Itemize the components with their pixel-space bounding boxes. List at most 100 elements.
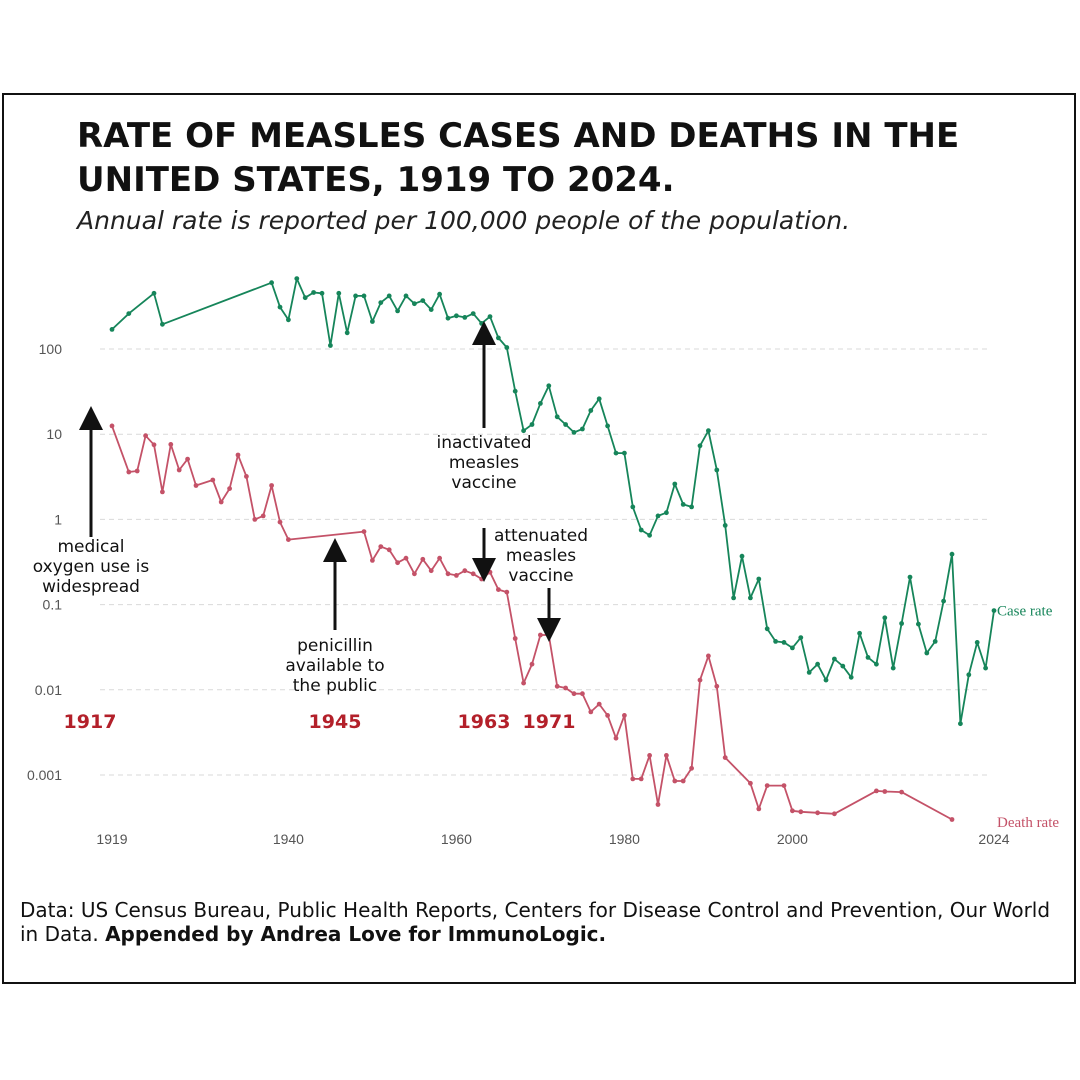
death-rate-point xyxy=(395,560,400,566)
case-rate-point xyxy=(882,615,888,621)
death-rate-point xyxy=(370,558,375,563)
death-rate-point xyxy=(428,568,434,574)
case-rate-point xyxy=(538,401,543,406)
case-rate-point xyxy=(748,595,753,601)
death-rate-point xyxy=(176,467,182,473)
case-rate-point xyxy=(588,408,594,413)
case-rate-point xyxy=(336,290,342,296)
case-rate-point xyxy=(311,290,316,295)
annotation-text: medical oxygen use is widespread xyxy=(33,537,150,597)
case-rate-point xyxy=(966,672,972,678)
case-rate-point xyxy=(916,621,921,627)
x-tick-label: 2000 xyxy=(777,831,808,847)
case-rate-point xyxy=(680,502,686,507)
death-rate-point xyxy=(554,683,560,689)
death-rate-line xyxy=(111,425,953,821)
death-rate-point xyxy=(487,569,493,575)
death-rate-point xyxy=(496,587,501,592)
annotation-arrows xyxy=(79,321,561,642)
y-tick-label: 0.001 xyxy=(27,767,62,783)
death-rate-point xyxy=(504,589,510,595)
case-rate-point xyxy=(428,307,434,312)
death-rate-point xyxy=(218,499,224,505)
y-tick-label: 0.1 xyxy=(43,597,63,613)
case-rate-point xyxy=(151,290,157,296)
y-tick-label: 0.01 xyxy=(35,682,62,698)
case-rate-point xyxy=(613,450,619,456)
death-rate-point xyxy=(420,556,426,562)
case-rate-point xyxy=(504,345,510,350)
case-rate-point xyxy=(529,422,535,427)
case-rate-point xyxy=(672,481,678,487)
case-rate-point xyxy=(445,315,451,321)
case-rate-point xyxy=(126,311,132,316)
death-rate-point xyxy=(193,483,199,488)
case-rate-point xyxy=(907,574,913,580)
death-rate-point xyxy=(622,713,627,718)
death-rate-point xyxy=(412,571,417,577)
death-rate-point xyxy=(462,568,468,574)
case-rate-point xyxy=(580,426,585,432)
case-rate-point xyxy=(991,608,997,613)
case-rate-point xyxy=(344,330,350,336)
annotation-labels: medical oxygen use is widespread 1917 penici… xyxy=(33,433,588,733)
annotation-year-label: 1971 xyxy=(523,711,576,733)
death-rate-point xyxy=(655,802,661,807)
y-tick-label: 100 xyxy=(39,341,63,357)
case-rate-point xyxy=(487,314,493,319)
death-rate-point xyxy=(664,753,669,758)
case-rate-point xyxy=(832,656,837,662)
death-rate-point xyxy=(151,442,157,448)
death-rate-point xyxy=(638,776,644,782)
case-rate-point xyxy=(899,621,904,626)
case-rate-point xyxy=(756,576,762,582)
case-rate-point xyxy=(403,293,409,299)
case-rate-point xyxy=(932,639,938,644)
death-rate-point xyxy=(949,817,955,822)
case-rate-point xyxy=(630,504,636,510)
case-rate-point xyxy=(479,321,484,326)
death-rate-point xyxy=(815,810,820,816)
death-rate-point xyxy=(479,576,484,582)
series-lines: Case rate Death rate xyxy=(109,276,1059,831)
case-rate-point xyxy=(546,383,552,389)
annotation-year-label: 1963 xyxy=(458,711,511,733)
death-rate-point xyxy=(521,680,526,686)
death-rate-point xyxy=(134,468,140,474)
case-rate-point xyxy=(554,414,560,420)
death-rate-point xyxy=(680,778,686,784)
death-rate-point xyxy=(706,653,711,659)
death-rate-point xyxy=(697,677,703,683)
death-rate-point xyxy=(613,735,619,741)
case-rate-point xyxy=(302,295,308,301)
case-rate-point xyxy=(764,626,770,632)
death-rate-point xyxy=(244,474,249,479)
death-rate-point xyxy=(899,789,904,795)
case-rate-point xyxy=(286,317,291,323)
death-rate-point xyxy=(647,753,652,758)
death-rate-point xyxy=(874,788,879,794)
death-rate-point xyxy=(689,765,694,771)
death-rate-point xyxy=(529,661,535,667)
case-rate-point xyxy=(655,513,661,519)
death-rate-point xyxy=(781,783,787,788)
case-rate-point xyxy=(470,311,476,316)
annotation-year-label: 1917 xyxy=(64,711,117,733)
death-rate-point xyxy=(454,573,459,578)
death-rate-point xyxy=(596,701,602,707)
case-rate-point xyxy=(941,598,946,604)
case-rate-point xyxy=(714,467,720,473)
death-rate-point xyxy=(512,636,518,641)
case-rate-point xyxy=(857,630,862,636)
death-rate-point xyxy=(403,555,409,561)
case-rate-point xyxy=(605,423,610,429)
case-rate-point xyxy=(319,290,325,296)
death-rate-point xyxy=(260,513,266,519)
death-rate-point xyxy=(378,544,384,549)
annotation-text: penicillin available to the public xyxy=(285,636,384,696)
chart-frame xyxy=(2,93,1076,984)
case-rate-series-label: Case rate xyxy=(997,604,1053,620)
death-rate-point xyxy=(563,685,568,691)
case-rate-point xyxy=(328,343,333,348)
case-rate-point xyxy=(706,428,711,434)
